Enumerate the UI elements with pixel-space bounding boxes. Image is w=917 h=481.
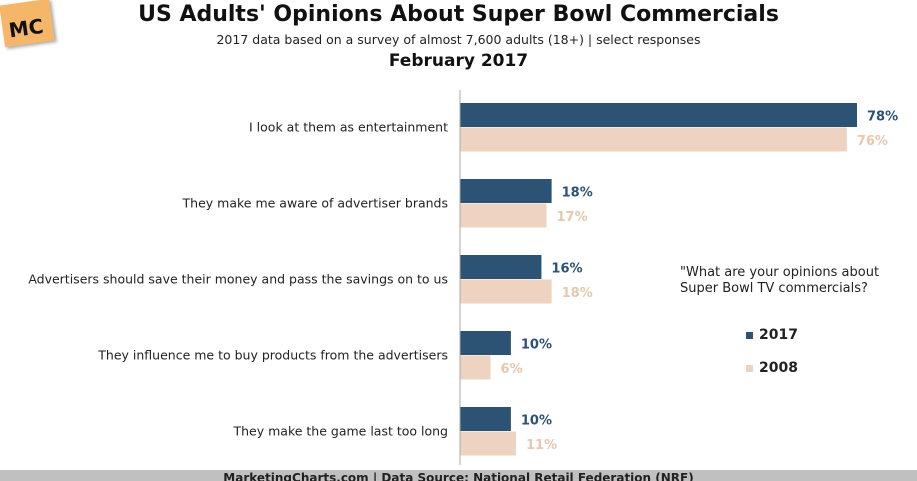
bar-2008 bbox=[460, 279, 552, 304]
data-label: 16% bbox=[551, 261, 582, 276]
data-label: 10% bbox=[521, 413, 552, 428]
data-label: 6% bbox=[501, 362, 523, 377]
data-label: 11% bbox=[526, 438, 557, 453]
category-label: They make the game last too long bbox=[232, 424, 448, 439]
legend-title: "What are your opinions about Super Bowl… bbox=[680, 265, 880, 296]
bar-2008 bbox=[460, 431, 516, 456]
bar-2017 bbox=[460, 179, 552, 203]
data-label: 18% bbox=[562, 185, 593, 200]
legend-swatch bbox=[746, 365, 753, 372]
data-label: 10% bbox=[521, 337, 552, 352]
bar-2008 bbox=[460, 203, 547, 228]
footer-source: MarketingCharts.com | Data Source: Natio… bbox=[0, 470, 917, 481]
bar-2017 bbox=[460, 255, 542, 279]
bar-2017 bbox=[460, 331, 511, 355]
category-label: I look at them as entertainment bbox=[249, 120, 448, 135]
data-label: 78% bbox=[867, 109, 898, 124]
legend-item-2017: 2017 bbox=[746, 327, 798, 343]
bar-2008 bbox=[460, 355, 491, 380]
legend-item-2008: 2008 bbox=[746, 360, 798, 376]
bar-2008 bbox=[460, 127, 847, 152]
data-label: 17% bbox=[557, 210, 588, 225]
category-label: Advertisers should save their money and … bbox=[28, 272, 448, 287]
category-label: They make me aware of advertiser brands bbox=[182, 196, 448, 211]
data-label: 76% bbox=[857, 134, 888, 149]
data-label: 18% bbox=[562, 286, 593, 301]
bar-2017 bbox=[460, 103, 857, 127]
chart-subtitle: 2017 data based on a survey of almost 7,… bbox=[216, 32, 701, 47]
chart-title: US Adults' Opinions About Super Bowl Com… bbox=[138, 2, 779, 27]
legend-swatch bbox=[746, 332, 753, 339]
chart-period: February 2017 bbox=[388, 51, 529, 71]
category-label: They influence me to buy products from t… bbox=[97, 348, 448, 363]
bar-chart: I look at them as entertainment 78% 76% The… bbox=[28, 90, 898, 465]
bar-2017 bbox=[460, 407, 511, 431]
